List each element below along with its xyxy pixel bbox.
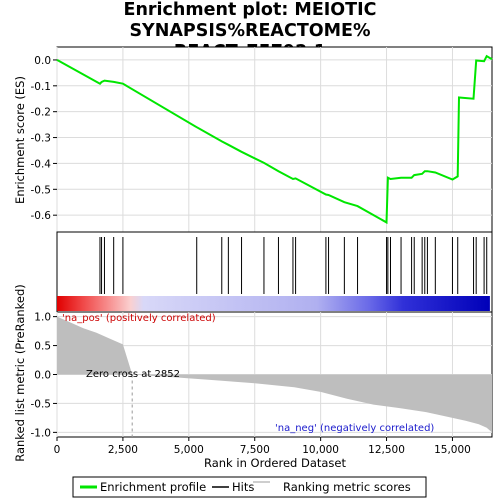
- metric-tick-label: 0.0: [34, 370, 51, 382]
- metric-y-ticks: 1.0 0.5 0.0 -0.5 -1.0: [31, 312, 57, 439]
- es-tick-label: -0.2: [31, 107, 52, 119]
- x-tick-label: 5,000: [174, 444, 204, 456]
- legend-box: [72, 476, 427, 498]
- negative-correlation-label: 'na_neg' (negatively correlated): [275, 423, 434, 434]
- es-tick-label: -0.3: [31, 133, 52, 145]
- ranking-metric-area: [57, 316, 492, 433]
- x-tick-label: 10,000: [302, 444, 339, 456]
- es-panel-frame: [56, 46, 493, 233]
- metric-x-ticks: 0 2,500 5,000 7,500 10,000 12,500 15,000: [54, 437, 471, 456]
- es-y-axis-label: Enrichment score (ES): [13, 76, 27, 204]
- chart-title-line-1: Enrichment plot: MEIOTIC SYNAPSIS%REACTO…: [123, 0, 377, 41]
- x-axis-label: Rank in Ordered Dataset: [204, 456, 347, 470]
- legend-enrichment-label: Enrichment profile: [100, 480, 206, 494]
- metric-tick-label: -1.0: [31, 427, 52, 439]
- enrichment-profile-line: [56, 54, 493, 225]
- metric-y-axis-label: Ranked list metric (PreRanked): [13, 284, 27, 462]
- es-tick-label: -0.1: [31, 81, 52, 93]
- es-tick-label: -0.4: [31, 158, 52, 170]
- zero-cross-label: Zero cross at 2852: [86, 369, 180, 380]
- es-tick-label: -0.6: [31, 210, 52, 222]
- metric-tick-label: 0.5: [34, 341, 51, 353]
- x-tick-label: 7,500: [240, 444, 270, 456]
- metric-tick-label: -0.5: [31, 398, 52, 410]
- ranking-colour-bar: [57, 296, 490, 311]
- metric-tick-label: 1.0: [34, 312, 51, 324]
- es-y-ticks: 0.0 -0.1 -0.2 -0.3 -0.4 -0.5 -0.6: [31, 55, 57, 222]
- x-tick-label: 15,000: [434, 444, 471, 456]
- x-tick-label: 12,500: [368, 444, 405, 456]
- legend-ranking-label: Ranking metric scores: [283, 480, 411, 494]
- es-tick-label: 0.0: [34, 55, 51, 67]
- positive-correlation-label: 'na_pos' (positively correlated): [62, 313, 216, 324]
- es-gridlines: [56, 47, 492, 232]
- x-tick-label: 2,500: [108, 444, 138, 456]
- es-tick-label: -0.5: [31, 184, 52, 196]
- x-tick-label: 0: [54, 444, 61, 456]
- hit-marks: [99, 237, 488, 294]
- legend: Enrichment profile Hits Ranking metric s…: [72, 476, 427, 498]
- legend-hits-label: Hits: [232, 480, 254, 494]
